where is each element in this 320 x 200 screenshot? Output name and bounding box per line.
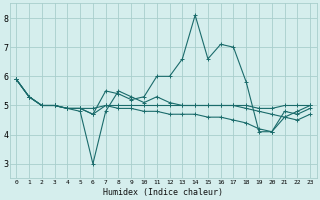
X-axis label: Humidex (Indice chaleur): Humidex (Indice chaleur) — [103, 188, 223, 197]
